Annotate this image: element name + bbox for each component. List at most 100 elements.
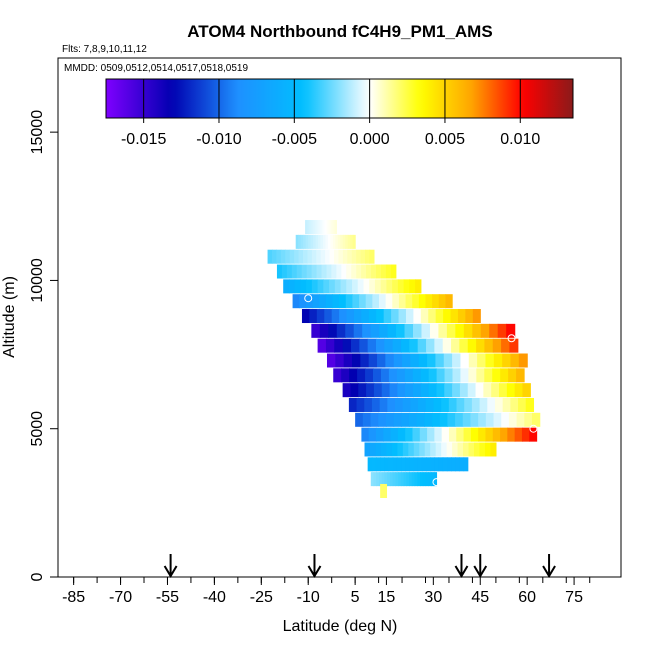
heatmap-cell bbox=[333, 368, 342, 383]
heatmap-cell bbox=[462, 412, 472, 427]
heatmap-cell bbox=[319, 220, 322, 235]
heatmap-cell bbox=[459, 383, 469, 398]
heatmap-cell bbox=[483, 383, 492, 398]
x-axis-tick-label: -85 bbox=[62, 589, 85, 606]
heatmap-cell bbox=[364, 397, 373, 412]
heatmap-cell bbox=[403, 279, 410, 294]
x-axis-tick-label: -40 bbox=[203, 589, 226, 606]
heatmap-cell bbox=[342, 234, 346, 249]
heatmap-cell bbox=[342, 249, 348, 264]
heatmap-cell bbox=[341, 368, 350, 383]
heatmap-cell bbox=[478, 427, 487, 442]
heatmap-cell bbox=[326, 353, 336, 368]
heatmap-cell bbox=[365, 249, 371, 264]
heatmap-cell bbox=[405, 294, 413, 309]
heatmap-cell bbox=[430, 472, 435, 487]
heatmap-cell bbox=[369, 279, 376, 294]
heatmap-cell bbox=[435, 353, 445, 368]
heatmap-cell bbox=[409, 338, 419, 353]
heatmap-cell bbox=[468, 442, 475, 457]
heatmap-cell bbox=[408, 412, 418, 427]
marker-point bbox=[529, 424, 538, 433]
heatmap-cell bbox=[439, 412, 449, 427]
heatmap-cell bbox=[499, 383, 508, 398]
heatmap-cell bbox=[492, 368, 501, 383]
heatmap-cell bbox=[478, 412, 487, 427]
heatmap-cell bbox=[441, 427, 450, 442]
heatmap-cell bbox=[298, 234, 302, 249]
heatmap-cell bbox=[288, 279, 296, 294]
x-axis-label: Latitude (deg N) bbox=[283, 618, 398, 635]
heatmap-cell bbox=[345, 294, 354, 309]
x-axis-tick-label: 45 bbox=[471, 589, 489, 606]
plot-frame bbox=[57, 57, 622, 578]
heatmap-cell bbox=[435, 442, 442, 457]
heatmap-cell bbox=[387, 397, 396, 412]
heatmap-cell bbox=[371, 264, 377, 279]
heatmap-cell bbox=[457, 309, 466, 324]
heatmap-cell bbox=[312, 220, 315, 235]
marker-point bbox=[304, 294, 313, 303]
colorbar-tick-label: -0.005 bbox=[272, 131, 317, 148]
heatmap-cell bbox=[303, 249, 309, 264]
heatmap-cell bbox=[317, 234, 322, 249]
heatmap-cell bbox=[316, 309, 325, 324]
heatmap-cell bbox=[378, 472, 383, 487]
heatmap-cell bbox=[492, 427, 501, 442]
heatmap-cell bbox=[376, 472, 380, 487]
heatmap-cell bbox=[372, 368, 382, 383]
heatmap-cell bbox=[485, 412, 495, 427]
heatmap-cell bbox=[380, 264, 387, 279]
heatmap-cell bbox=[311, 279, 319, 294]
heatmap-cell bbox=[347, 234, 351, 249]
heatmap-cell bbox=[296, 264, 303, 279]
heatmap-cell bbox=[470, 427, 479, 442]
heatmap-cell bbox=[426, 457, 431, 472]
heatmap-cell bbox=[392, 472, 397, 487]
heatmap-cell bbox=[309, 309, 318, 324]
x-axis-tick-label: 5 bbox=[351, 589, 360, 606]
heatmap-cell bbox=[525, 397, 535, 412]
heatmap-cell bbox=[334, 338, 344, 353]
heatmap-cell bbox=[305, 220, 307, 235]
heatmap-cell bbox=[326, 264, 333, 279]
heatmap-cell bbox=[319, 294, 327, 309]
heatmap-cell bbox=[455, 323, 465, 338]
colorbar-tick-label: 0.010 bbox=[500, 131, 540, 148]
heatmap-cell bbox=[325, 338, 335, 353]
colorbar-tick-label: -0.015 bbox=[121, 131, 166, 148]
heatmap-cell bbox=[433, 397, 442, 412]
heatmap-cell bbox=[408, 442, 415, 457]
heatmap-cell bbox=[322, 234, 327, 249]
y-axis-label: Altitude (m) bbox=[1, 276, 18, 358]
heatmap-cell bbox=[376, 309, 385, 324]
heatmap-cell bbox=[450, 309, 459, 324]
colorbar: -0.015 -0.010 -0.005 0.000 0.005 0.010 bbox=[105, 78, 574, 148]
heatmap-bands bbox=[267, 220, 541, 498]
heatmap-cell bbox=[418, 294, 427, 309]
heatmap-cell bbox=[358, 383, 367, 398]
heatmap-cell bbox=[429, 323, 440, 338]
heatmap-cell bbox=[299, 294, 307, 309]
heatmap-cell bbox=[476, 368, 485, 383]
heatmap-cell bbox=[386, 279, 393, 294]
heatmap-cell bbox=[316, 249, 322, 264]
heatmap-cell bbox=[380, 442, 388, 457]
heatmap-cell bbox=[416, 412, 425, 427]
heatmap-cell bbox=[333, 220, 336, 235]
heatmap-cell bbox=[389, 383, 398, 398]
heatmap-cell bbox=[370, 472, 375, 487]
heatmap-cell bbox=[357, 368, 366, 383]
heatmap-cell bbox=[455, 412, 464, 427]
heatmap-cell bbox=[298, 249, 304, 264]
x-axis-tick-label: -55 bbox=[156, 589, 179, 606]
heatmap-cell bbox=[367, 338, 377, 353]
heatmap-cell bbox=[379, 323, 389, 338]
x-axis: -85 -70 -55 -40 -25 -10 5 15 30 45 60 75 bbox=[62, 577, 591, 606]
heatmap-cell bbox=[405, 427, 414, 442]
heatmap-cell bbox=[417, 338, 427, 353]
heatmap-cell bbox=[351, 264, 357, 279]
heatmap-cell bbox=[365, 368, 374, 383]
heatmap-cell bbox=[420, 309, 429, 324]
heatmap-cell bbox=[339, 294, 347, 309]
